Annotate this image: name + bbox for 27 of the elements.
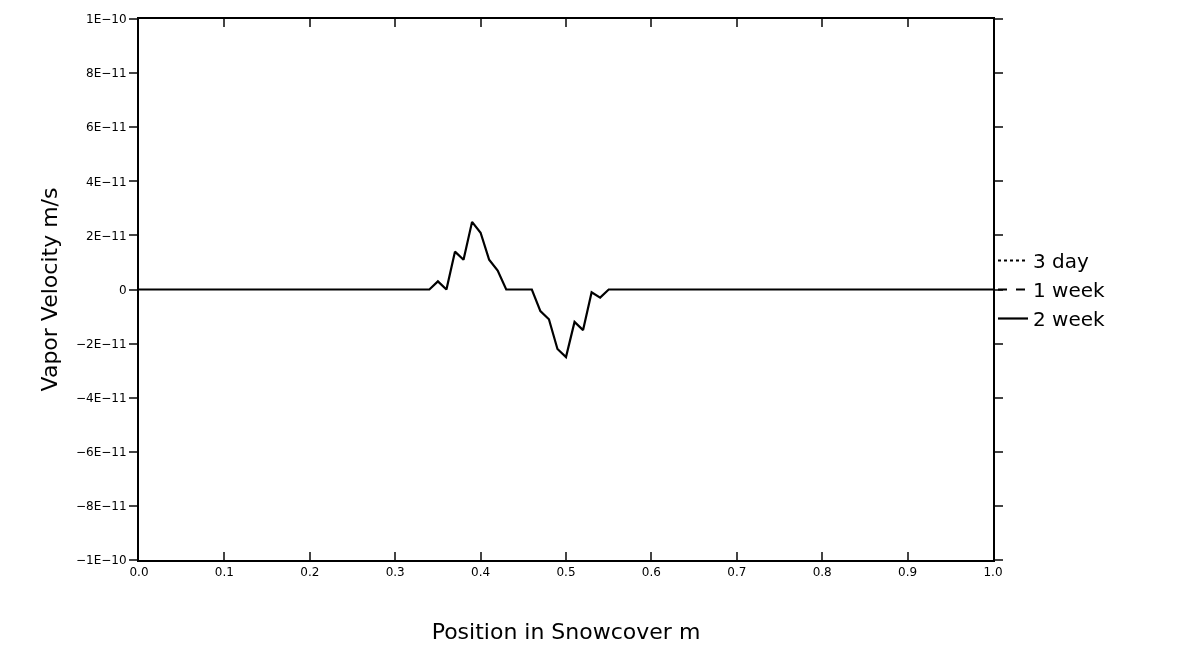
x-tick-label: 0.4: [471, 565, 491, 580]
x-tick-label: 0.6: [641, 565, 661, 580]
legend-label: 1 week: [1033, 278, 1106, 303]
x-tick-label: 0.9: [898, 565, 918, 580]
y-tick-label: 4E−11: [86, 174, 127, 189]
legend-label: 2 week: [1033, 307, 1106, 332]
y-tick-label: −4E−11: [75, 390, 127, 405]
y-tick-label: −6E−11: [75, 445, 127, 459]
x-tick-label: 0.5: [556, 565, 576, 580]
y-tick-label: 8E−11: [86, 66, 127, 81]
y-tick-label: −8E−11: [75, 499, 127, 514]
x-tick-label: 1.0: [983, 565, 1003, 580]
x-tick-label: 0.3: [385, 565, 405, 580]
y-tick-label: 6E−11: [86, 120, 127, 135]
x-tick-label: 0.1: [214, 565, 234, 580]
x-axis-title: Position in Snowcover m: [431, 618, 701, 644]
y-tick-label: −1E−10: [75, 553, 127, 568]
y-tick-label: 0: [118, 282, 127, 297]
y-axis-title: Vapor Velocity m/s: [37, 187, 63, 392]
x-tick-label: 0.8: [812, 565, 832, 580]
y-tick-label: 2E−11: [86, 228, 127, 243]
y-tick-label: −2E−11: [75, 336, 127, 351]
x-tick-label: 0.0: [129, 565, 149, 580]
y-tick-label: 1E−10: [86, 12, 127, 27]
x-tick-label: 0.2: [300, 565, 320, 580]
legend-label: 3 day: [1033, 249, 1090, 274]
x-tick-label: 0.7: [727, 565, 747, 580]
